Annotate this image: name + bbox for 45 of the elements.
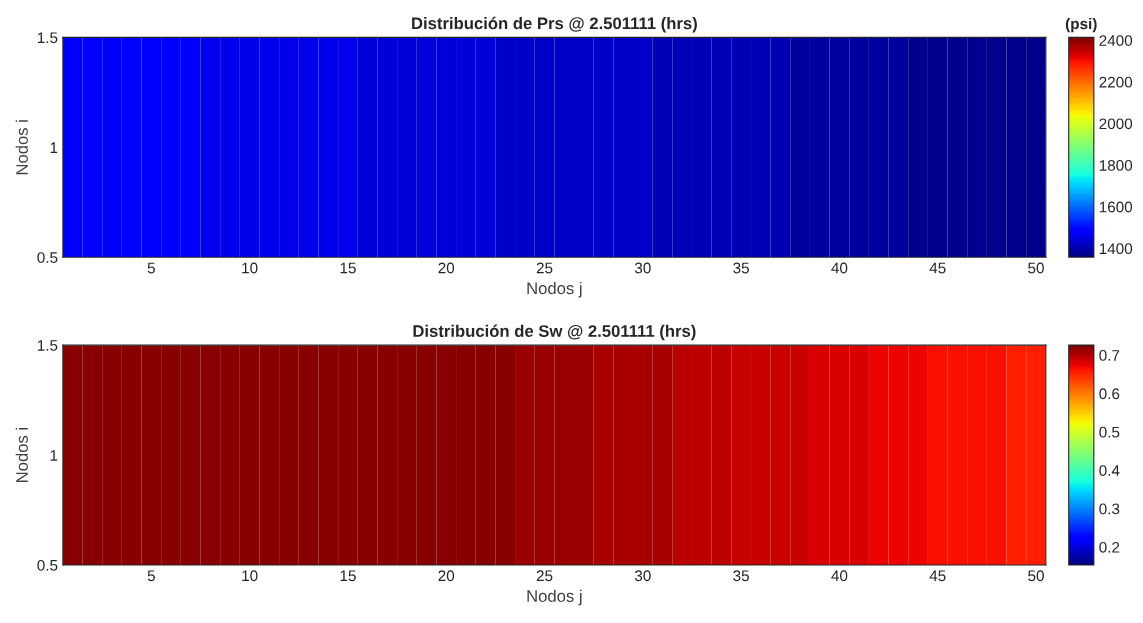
color-bar-label: 2200 [1099, 76, 1133, 88]
color-bar-label: 0.5 [1099, 426, 1120, 438]
y-tick-label: 1 [50, 142, 58, 153]
x-tick-label: 45 [929, 570, 946, 582]
x-tick-label: 30 [634, 570, 651, 582]
x-tick-label: 35 [733, 570, 749, 582]
color-bar-label: 0.7 [1099, 349, 1120, 361]
x-tick-label: 25 [536, 262, 553, 274]
x-tick-label: 30 [634, 262, 651, 274]
x-tick-label: 25 [536, 570, 553, 582]
x-tick-label: 10 [242, 262, 258, 274]
x-tick-label: 45 [929, 262, 946, 274]
chart-title: Distribución de Prs @ 2.501111 (hrs) [412, 16, 697, 33]
x-axis-title: Nodos j [527, 281, 582, 298]
color-bar-title: (psi) [1065, 17, 1097, 33]
color-bar-label: 1400 [1099, 243, 1133, 255]
x-tick-label: 50 [1028, 570, 1044, 582]
y-tick-label: 0.5 [37, 252, 58, 263]
x-tick-label: 40 [831, 262, 848, 274]
y-tick-label: 1 [50, 450, 58, 461]
color-bar-label: 2000 [1099, 118, 1133, 130]
chart-title: Distribución de Sw @ 2.501111 (hrs) [413, 324, 696, 341]
y-tick-label: 1.5 [37, 340, 58, 351]
x-tick-label: 40 [831, 570, 848, 582]
color-bar-label: 0.6 [1099, 388, 1120, 400]
color-bar-label: 1600 [1099, 201, 1133, 213]
y-tick-label: 1.5 [37, 32, 58, 44]
color-bar-label: 0.4 [1099, 465, 1120, 476]
y-axis-title: Nodos i [15, 120, 28, 175]
x-tick-label: 35 [733, 262, 749, 274]
color-bar-label: 2400 [1099, 35, 1133, 46]
color-bar-label: 0.3 [1099, 503, 1120, 515]
x-axis-title: Nodos j [527, 589, 582, 606]
x-tick-label: 5 [147, 570, 155, 582]
y-axis-title: Nodos i [15, 427, 28, 482]
x-tick-label: 10 [242, 570, 258, 582]
x-tick-label: 50 [1028, 262, 1044, 274]
color-bar-label: 1800 [1099, 160, 1133, 171]
x-tick-label: 15 [340, 570, 356, 582]
x-tick-label: 20 [438, 570, 455, 582]
y-tick-label: 0.5 [37, 559, 58, 571]
x-tick-label: 20 [438, 262, 455, 274]
x-tick-label: 15 [340, 262, 356, 274]
color-bar-label: 0.2 [1099, 541, 1120, 553]
x-tick-label: 5 [147, 262, 155, 274]
